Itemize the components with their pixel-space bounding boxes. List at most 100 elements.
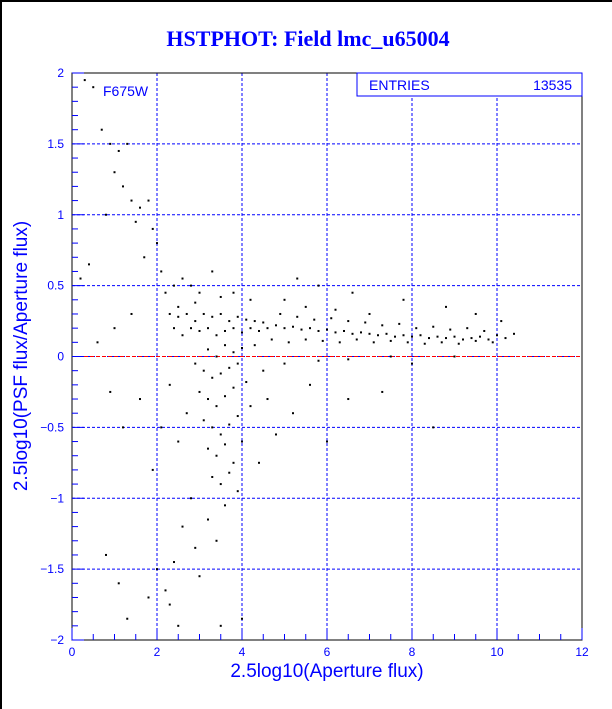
y-tick-label: −2 [50,633,64,647]
data-point [177,315,180,318]
data-point [173,284,175,287]
data-point [156,568,158,571]
data-point [402,334,405,337]
data-point [453,355,456,358]
y-tick-label: −0.5 [40,420,64,434]
data-point [219,483,222,486]
data-point [109,142,112,145]
data-point [236,362,239,365]
data-point [168,603,171,606]
data-point [219,433,222,436]
data-point [190,284,192,287]
data-point [389,339,392,342]
data-point [313,318,316,321]
data-point [219,312,222,315]
data-point [232,386,235,389]
data-point [122,185,124,188]
data-point [139,206,141,209]
data-point [241,331,243,334]
data-point [215,539,218,542]
data-point [207,518,209,521]
data-point [147,199,150,202]
y-tick-label: 0.5 [47,279,64,293]
data-point [445,337,447,340]
data-point [198,575,201,578]
data-point [198,329,201,332]
data-point [190,327,192,330]
data-point [228,320,231,323]
data-point [224,329,226,332]
data-point [113,327,116,330]
data-point [164,291,167,294]
data-point [487,338,490,341]
data-point [236,415,239,418]
data-point [457,342,460,345]
data-point [300,328,303,331]
data-point [168,312,171,315]
data-point [411,335,413,338]
data-point [432,426,435,429]
data-point [207,398,209,401]
data-point [470,337,473,340]
data-point [343,329,345,332]
data-point [198,390,201,393]
data-point [253,344,256,347]
data-point [241,346,243,349]
data-point [219,372,222,375]
data-point [266,398,269,401]
x-axis-label: 2.5log10(Aperture flux) [230,661,423,682]
data-point [126,142,129,145]
y-tick-label: 1 [57,208,64,222]
data-point [117,149,120,152]
data-point [500,320,503,323]
data-point [143,256,146,259]
data-point [292,325,294,328]
data-point [249,298,252,301]
data-point [173,561,175,564]
x-tick-label: 12 [575,645,589,659]
data-point [351,291,354,294]
data-point [423,342,426,345]
data-point [160,270,163,273]
data-point [491,341,494,344]
data-point [253,320,256,323]
data-point [398,322,401,325]
data-point [474,339,477,342]
data-point [406,341,409,344]
y-tick-label: −1.5 [40,562,64,576]
data-point [296,315,299,318]
data-point [326,440,328,443]
data-point [440,341,443,344]
data-point [156,242,158,245]
data-point [168,383,171,386]
data-point [202,419,205,422]
data-point [194,362,197,365]
data-point [224,395,226,398]
data-point [402,298,405,301]
data-point [334,331,337,334]
filter-annotation: F675W [103,83,149,99]
data-point [79,277,82,280]
data-point [372,341,375,344]
data-point [317,329,320,332]
data-point [381,324,384,327]
data-point [130,199,133,202]
axis-ticks: 0 2 4 6 8 10 12 −2 −1.5 −1 −0.5 0 0.5 1 1.5 2 [40,66,589,659]
data-point [151,227,154,230]
data-point [164,589,167,592]
y-tick-label: 0 [57,350,64,364]
data-point [304,338,307,341]
stats-value: 13535 [533,77,572,93]
data-point [245,318,248,321]
x-tick-label: 10 [490,645,504,659]
stats-box-frame [356,72,583,97]
data-point [181,334,184,337]
data-point [377,334,379,337]
x-tick-label: 8 [409,645,416,659]
data-point [474,312,477,315]
data-point [317,284,320,287]
data-point [181,277,184,280]
data-point [100,128,103,131]
